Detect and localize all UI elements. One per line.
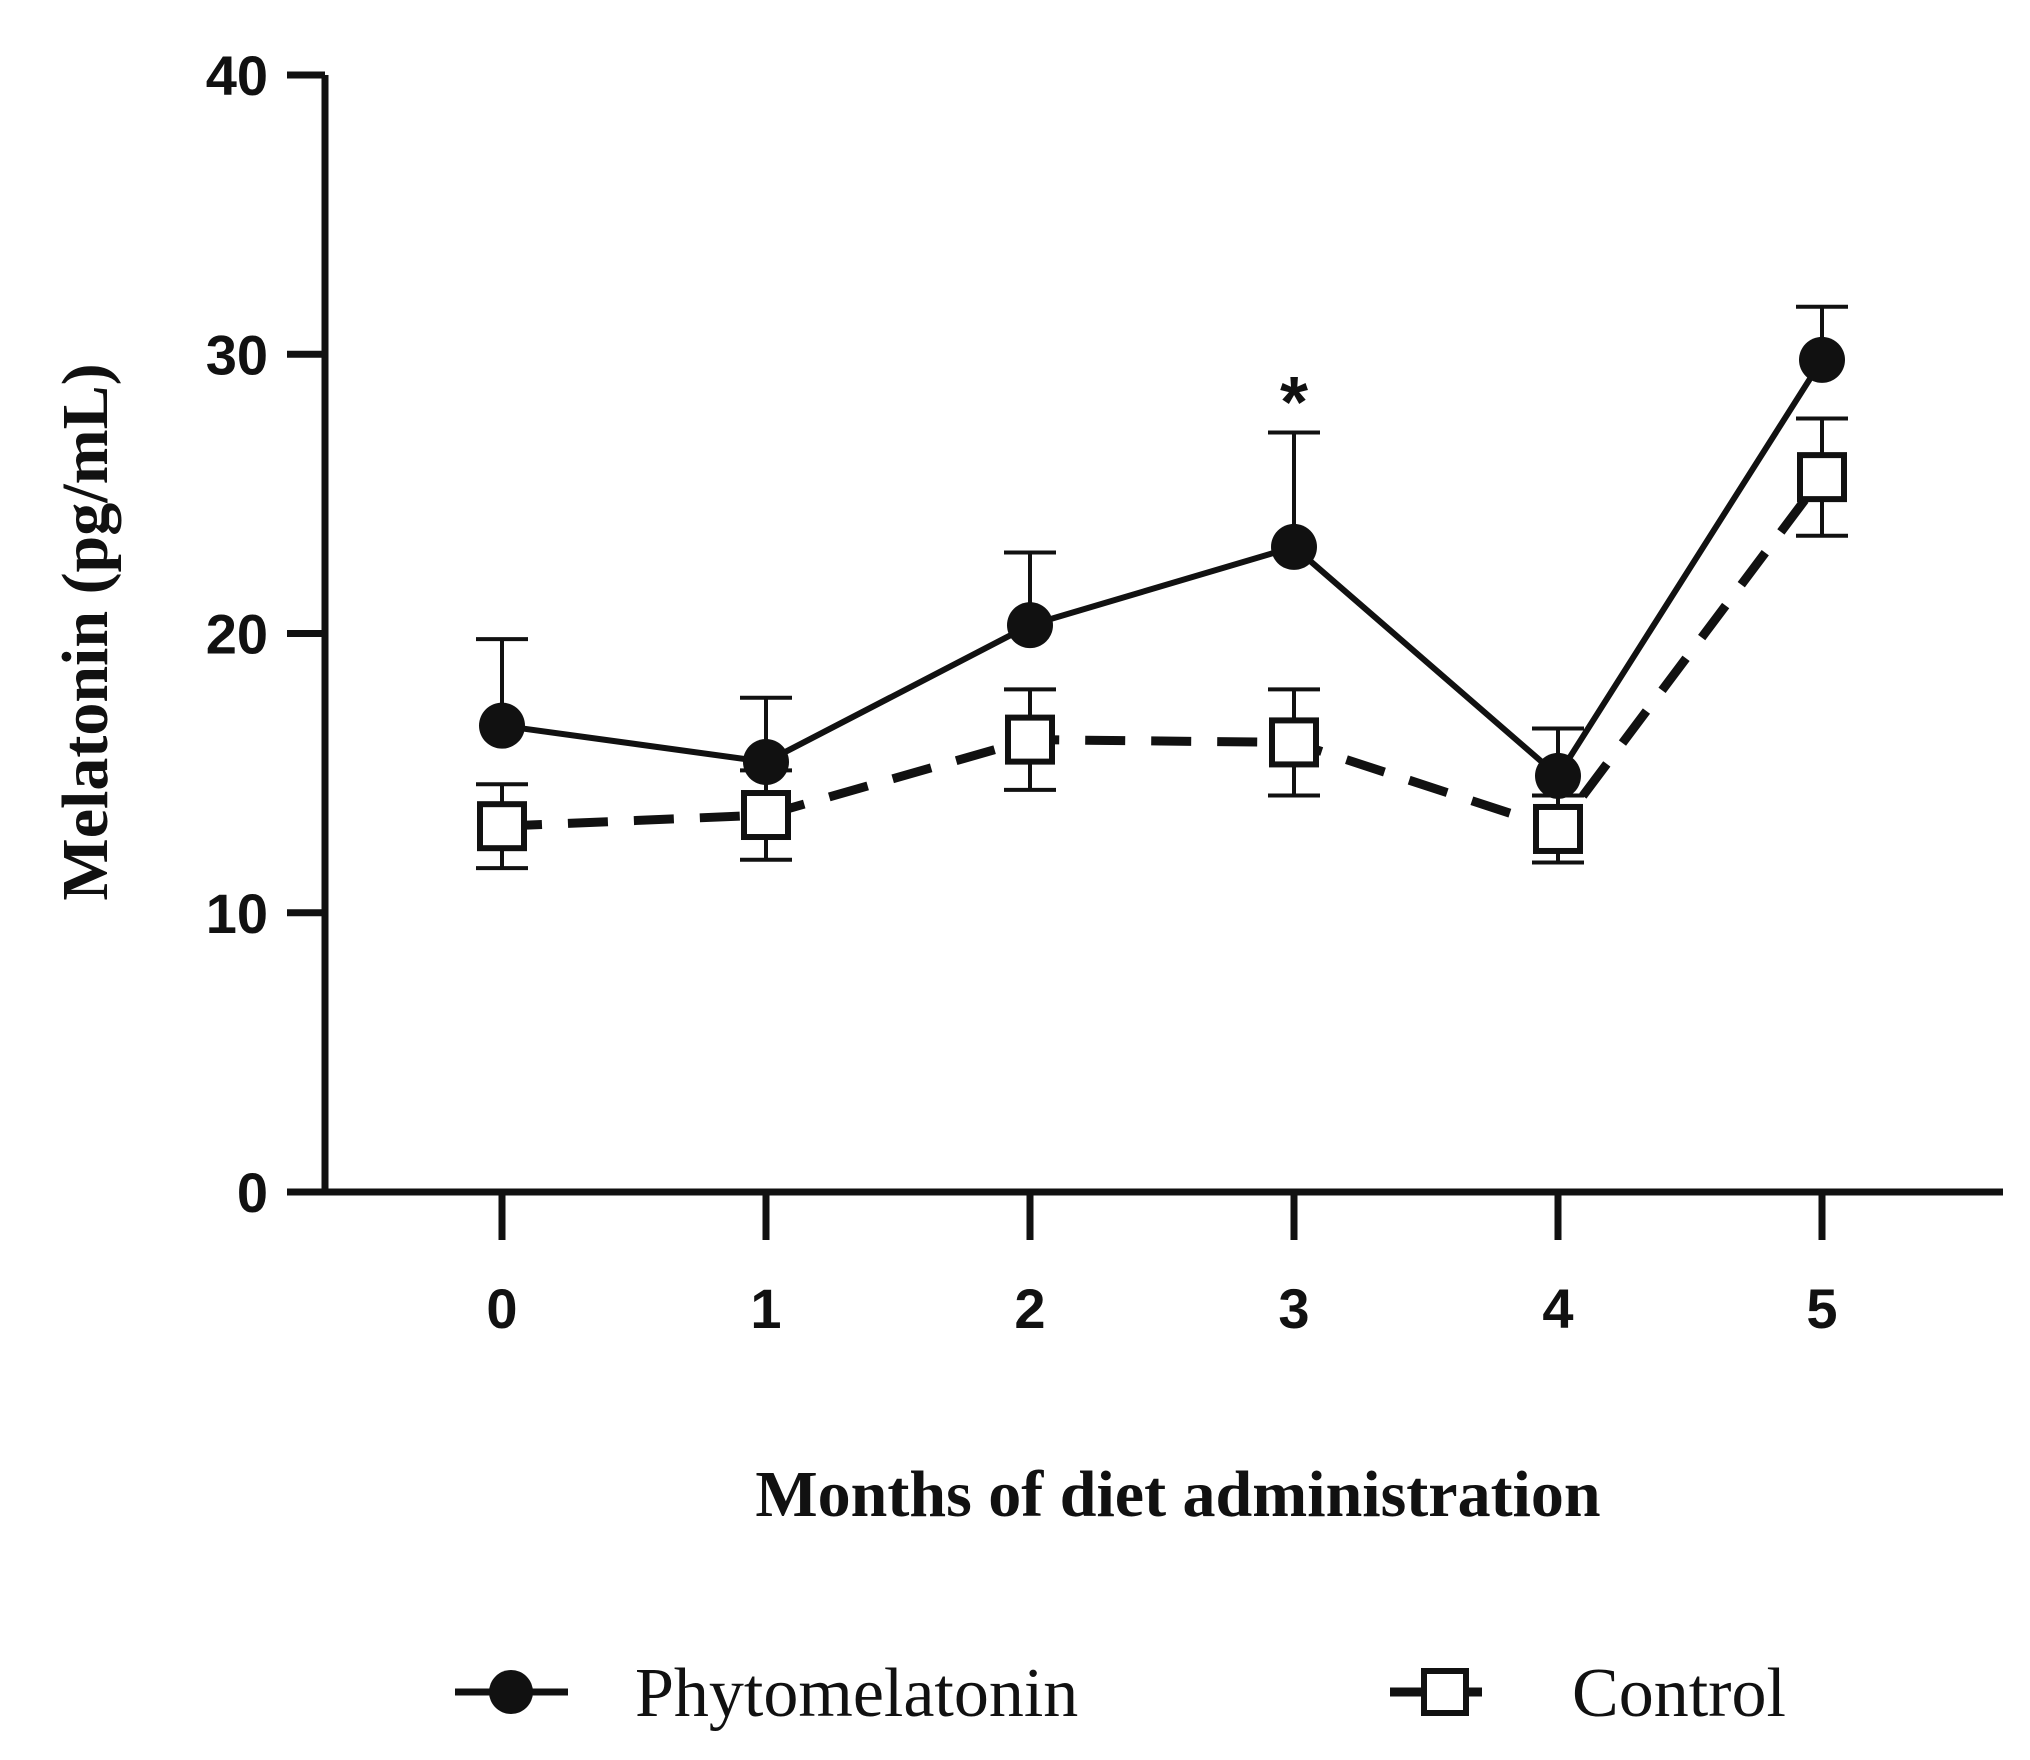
legend-control-label: Control <box>1572 1655 1786 1732</box>
y-tick-label: 40 <box>206 44 268 107</box>
control-point <box>741 790 791 841</box>
x-axis-title: Months of diet administration <box>755 1458 1600 1531</box>
phytomelatonin-point <box>1271 523 1317 570</box>
legend: Phytomelatonin Control <box>455 1655 1786 1732</box>
x-ticks: 0 1 2 3 4 5 <box>486 1192 1838 1340</box>
phytomelatonin-line <box>501 358 1825 779</box>
control-point <box>1269 717 1319 768</box>
y-tick-label: 30 <box>206 323 268 386</box>
significance-annotation: * <box>1280 363 1308 443</box>
y-tick-label: 20 <box>206 603 268 666</box>
legend-control-marker <box>1421 1668 1469 1716</box>
x-tick-label: 2 <box>1014 1277 1045 1340</box>
phytomelatonin-point <box>479 702 525 749</box>
phytomelatonin-point <box>1535 752 1581 799</box>
control-point <box>1005 714 1055 765</box>
phytomelatonin-point <box>743 738 789 785</box>
x-tick-label: 1 <box>750 1277 781 1340</box>
y-ticks: 0 10 20 30 40 <box>206 44 325 1224</box>
phytomelatonin-point <box>1799 336 1845 383</box>
x-tick-label: 3 <box>1278 1277 1309 1340</box>
y-tick-label: 10 <box>206 882 268 945</box>
phytomelatonin-point <box>1007 602 1053 649</box>
control-point <box>1533 803 1583 854</box>
y-axis-title: Melatonin (pg/mL) <box>49 363 122 900</box>
x-tick-label: 0 <box>486 1277 517 1340</box>
y-tick-label: 0 <box>237 1161 268 1224</box>
legend-phytomelatonin-marker <box>489 1670 533 1714</box>
control-point <box>477 801 527 852</box>
x-tick-label: 5 <box>1806 1277 1837 1340</box>
control-point <box>1797 452 1847 503</box>
x-tick-label: 4 <box>1542 1277 1573 1340</box>
plot-area: * <box>476 304 1848 871</box>
control-line <box>501 474 1826 834</box>
legend-phytomelatonin-label: Phytomelatonin <box>635 1655 1078 1732</box>
axes <box>321 75 2003 1196</box>
